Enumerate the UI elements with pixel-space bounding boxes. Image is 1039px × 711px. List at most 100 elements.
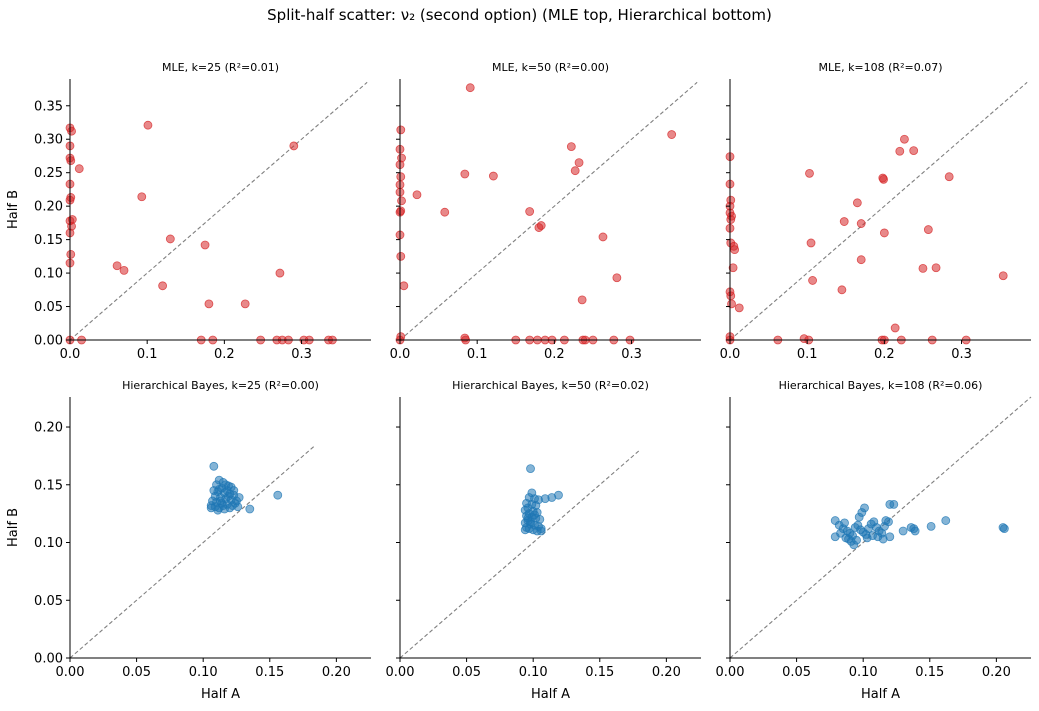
data-point [941,516,951,525]
data-point [890,323,900,333]
x-tick-label: 0.10 [849,665,878,680]
data-point [856,219,866,228]
data-point [999,524,1009,534]
data-point [214,484,224,494]
y-tick-label: 0.00 [34,334,63,349]
data-point [520,525,530,535]
data-point [879,174,888,184]
subplot-6: Hierarchical Bayes, k=108 (R²=0.06) 0.00 0… [716,379,1032,702]
data-point [66,249,76,259]
identity-diagonal-line [69,81,368,341]
data-point [397,196,406,206]
x-tick-label: 0.2 [214,347,235,362]
subplot-title: Hierarchical Bayes, k=108 (R²=0.06) [779,379,983,392]
x-tick-label: 0.3 [291,347,312,362]
data-point [806,238,816,248]
x-tick-label: 0.10 [189,665,218,680]
data-point [839,217,849,226]
data-point [74,164,84,174]
identity-diagonal-line [399,81,698,341]
x-tick-label: 0.20 [982,665,1011,680]
data-point [525,207,535,216]
data-point [67,126,76,136]
data-point [240,299,250,309]
data-point [460,169,470,179]
subplot-title: Hierarchical Bayes, k=25 (R²=0.00) [122,379,319,392]
data-point [412,190,422,200]
data-point [885,532,895,542]
data-point [289,141,299,151]
x-tick-label: 0.1 [797,347,818,362]
y-tick-label: 0.30 [34,133,63,148]
data-point [898,526,908,536]
data-point [852,535,861,545]
data-point [574,158,584,168]
identity-diagonal-line [729,396,1032,659]
x-tick-label: 0.15 [915,665,944,680]
data-point [879,228,889,238]
data-point [808,276,817,285]
data-point [204,299,214,309]
subplot-1: MLE, k=25 (R²=0.01) 0.0 0.1 0.2 0.3 0.00 0.05 0… [6,61,371,362]
data-point [165,234,175,244]
x-tick-label: 0.05 [452,665,481,680]
x-tick-label: 0.10 [519,665,548,680]
data-point [399,281,409,291]
x-tick-label: 0.15 [585,665,614,680]
subplot-5: Hierarchical Bayes, k=50 (R²=0.02) 0.00 0.… [386,379,701,702]
data-point [918,263,928,273]
data-point [844,534,853,544]
x-tick-label: 0.2 [544,347,565,362]
data-point [889,500,899,509]
data-point [465,83,475,93]
data-point [209,461,219,471]
data-point [730,245,740,255]
x-tick-label: 0.1 [137,347,158,362]
identity-diagonal-line [729,81,1028,341]
y-tick-label: 0.00 [34,652,63,667]
data-point [523,513,533,523]
data-point [440,207,450,217]
identity-diagonal-line [69,446,315,659]
data-point [577,295,587,305]
x-tick-label: 0.05 [782,665,811,680]
y-tick-label: 0.15 [34,233,63,248]
data-point [570,166,580,176]
y-tick-label: 0.20 [34,200,63,215]
data-point [245,504,255,514]
data-point [728,263,738,273]
figure-suptitle: Split-half scatter: ν₂ (second option) (… [267,6,772,24]
data-point [895,146,905,156]
y-tick-label: 0.35 [34,99,63,114]
y-tick-label: 0.10 [34,536,63,551]
data-point [234,493,244,502]
data-point [726,291,736,301]
data-point [224,491,233,501]
data-point [998,271,1008,281]
x-tick-label: 0.0 [390,347,411,362]
data-point [275,268,285,278]
y-tick-label: 0.05 [34,300,63,315]
data-point [66,156,76,166]
data-point [119,265,129,275]
identity-diagonal-line [399,449,641,659]
data-point [840,518,849,528]
x-tick-label: 0.00 [56,665,85,680]
data-point [856,255,866,265]
data-point [734,303,744,313]
data-point [881,516,891,525]
data-point [667,130,677,139]
data-point [137,192,147,202]
x-tick-label: 0.1 [467,347,488,362]
y-tick-label: 0.15 [34,478,63,493]
data-point [923,225,933,234]
x-tick-label: 0.05 [122,665,151,680]
data-point [536,221,546,230]
data-point [926,521,936,531]
data-point [526,464,535,474]
y-tick-label: 0.05 [34,594,63,609]
subplot-4: Hierarchical Bayes, k=25 (R²=0.00)0.00 0.… [6,379,371,702]
subplot-title: MLE, k=50 (R²=0.00) [492,61,609,74]
x-tick-label: 0.00 [386,665,415,680]
